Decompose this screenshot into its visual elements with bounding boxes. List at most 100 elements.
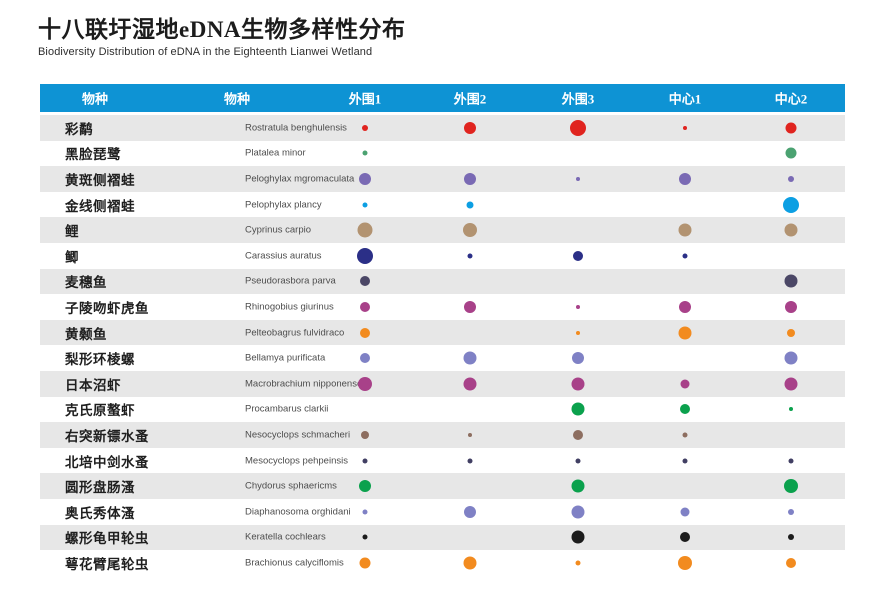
abundance-bubble — [788, 458, 794, 464]
species-name-cn: 奥氏秀体溞 — [65, 505, 135, 521]
table-row: 彩鹬 Rostratula benghulensis — [40, 115, 845, 141]
species-name-latin: Macrobrachium nipponense — [245, 378, 363, 390]
abundance-bubble — [576, 330, 580, 335]
species-name-latin: Nesocyclops schmacheri — [245, 429, 351, 441]
abundance-bubble — [571, 377, 585, 391]
species-name-latin: Rhinogobius giurinus — [245, 301, 334, 313]
table-body: 彩鹬 Rostratula benghulensis 黑脸琵鹭 Platalea mi… — [40, 115, 845, 576]
table-row: 日本沼虾 Macrobrachium nipponense — [40, 370, 845, 397]
abundance-bubble — [680, 379, 690, 389]
species-name-latin: Procambarus clarkii — [245, 403, 329, 415]
abundance-bubble — [680, 532, 690, 543]
table-row: 黄颡鱼 Pelteobagrus fulvidraco — [40, 319, 845, 346]
column-header-4: 外围2 — [453, 91, 487, 107]
title-block: 十八联圩湿地eDNA生物多样性分布 Biodiversity Distribut… — [38, 16, 406, 58]
abundance-bubble — [464, 121, 476, 134]
table-row: 鲫 Carassius auratus — [40, 242, 845, 269]
species-name-latin: Brachionus calyciflomis — [245, 557, 344, 569]
species-name-latin: Mesocyclops pehpeinsis — [245, 455, 348, 467]
table-row: 鲤 Cyprinus carpio — [40, 217, 845, 243]
abundance-bubble — [463, 556, 477, 570]
species-name-cn: 鲫 — [65, 249, 79, 265]
abundance-bubble — [789, 407, 793, 412]
abundance-bubble — [360, 301, 370, 312]
species-name-latin: Chydorus sphaericms — [245, 480, 337, 492]
abundance-bubble — [785, 300, 797, 313]
species-name-cn: 螺形龟甲轮虫 — [65, 531, 149, 547]
species-name-latin: Keratella cochlears — [245, 531, 326, 543]
abundance-bubble — [358, 376, 372, 391]
abundance-bubble — [683, 125, 687, 130]
page-title: 十八联圩湿地eDNA生物多样性分布 — [38, 17, 406, 42]
abundance-bubble — [678, 555, 692, 570]
abundance-bubble — [573, 429, 583, 440]
abundance-bubble — [682, 458, 688, 464]
species-name-cn: 北培中剑水蚤 — [65, 454, 149, 470]
species-name-latin: Bellamya purificata — [245, 352, 326, 364]
table-row: 子陵吻虾虎鱼 Rhinogobius giurinus — [40, 294, 845, 320]
abundance-bubble — [359, 172, 371, 185]
species-name-cn: 右突新镖水蚤 — [65, 428, 149, 444]
species-name-cn: 彩鹬 — [65, 121, 93, 137]
species-name-cn: 金线侧褶蛙 — [65, 198, 135, 214]
species-name-latin: Rostratula benghulensis — [245, 122, 347, 134]
abundance-bubble — [360, 276, 370, 287]
abundance-bubble — [784, 274, 798, 288]
abundance-bubble — [463, 351, 477, 365]
abundance-bubble — [360, 327, 370, 338]
abundance-bubble — [576, 304, 580, 309]
abundance-bubble — [784, 223, 798, 237]
abundance-bubble — [357, 247, 373, 264]
abundance-bubble — [571, 402, 585, 416]
species-name-cn: 黄斑侧褶蛙 — [65, 172, 135, 188]
abundance-bubble — [362, 124, 368, 131]
abundance-bubble — [360, 353, 370, 364]
species-name-cn: 克氏原螯虾 — [65, 403, 135, 419]
species-name-latin: Pelophylax plancy — [245, 199, 322, 211]
abundance-bubble — [359, 480, 371, 493]
species-name-latin: Pseudorasbora parva — [245, 275, 336, 287]
table-row: 螺形龟甲轮虫 Keratella cochlears — [40, 524, 845, 551]
abundance-bubble — [678, 326, 692, 340]
abundance-bubble — [359, 557, 371, 569]
abundance-bubble — [575, 560, 581, 566]
table-row: 金线侧褶蛙 Pelophylax plancy — [40, 191, 845, 218]
abundance-bubble — [464, 172, 476, 185]
abundance-bubble — [678, 223, 692, 237]
abundance-bubble — [679, 300, 691, 313]
table-row: 右突新镖水蚤 Nesocyclops schmacheri — [40, 422, 845, 448]
species-name-cn: 黄颡鱼 — [65, 326, 107, 342]
table-row: 梨形环棱螺 Bellamya purificata — [40, 345, 845, 371]
abundance-bubble — [788, 175, 794, 182]
abundance-bubble — [464, 300, 476, 313]
table-row: 黄斑侧褶蛙 Peloghylax mgromaculata — [40, 166, 845, 192]
abundance-bubble — [784, 377, 798, 391]
abundance-bubble — [680, 507, 690, 517]
species-name-cn: 日本沼虾 — [65, 377, 121, 393]
species-name-latin: Diaphanosoma orghidani — [245, 506, 351, 518]
abundance-bubble — [463, 377, 477, 391]
abundance-bubble — [463, 223, 477, 238]
abundance-bubble — [572, 352, 584, 365]
abundance-bubble — [468, 432, 472, 437]
abundance-bubble — [785, 122, 797, 134]
abundance-bubble — [466, 201, 474, 209]
species-name-cn: 子陵吻虾虎鱼 — [65, 300, 149, 316]
abundance-bubble — [362, 534, 368, 540]
abundance-bubble — [788, 534, 794, 541]
species-name-cn: 鲤 — [65, 224, 79, 240]
abundance-bubble — [467, 458, 473, 464]
abundance-bubble — [571, 505, 585, 519]
abundance-bubble — [571, 530, 585, 544]
column-header-2: 物种 — [223, 91, 251, 107]
species-name-cn: 梨形环棱螺 — [65, 352, 135, 368]
abundance-bubble — [357, 222, 373, 238]
abundance-bubble — [680, 404, 690, 415]
column-header-6: 中心1 — [668, 91, 702, 107]
abundance-bubble — [682, 432, 688, 438]
abundance-bubble — [362, 150, 368, 156]
abundance-bubble — [362, 458, 368, 464]
table-row: 北培中剑水蚤 Mesocyclops pehpeinsis — [40, 447, 845, 474]
abundance-bubble — [362, 202, 368, 208]
abundance-bubble — [682, 253, 688, 259]
